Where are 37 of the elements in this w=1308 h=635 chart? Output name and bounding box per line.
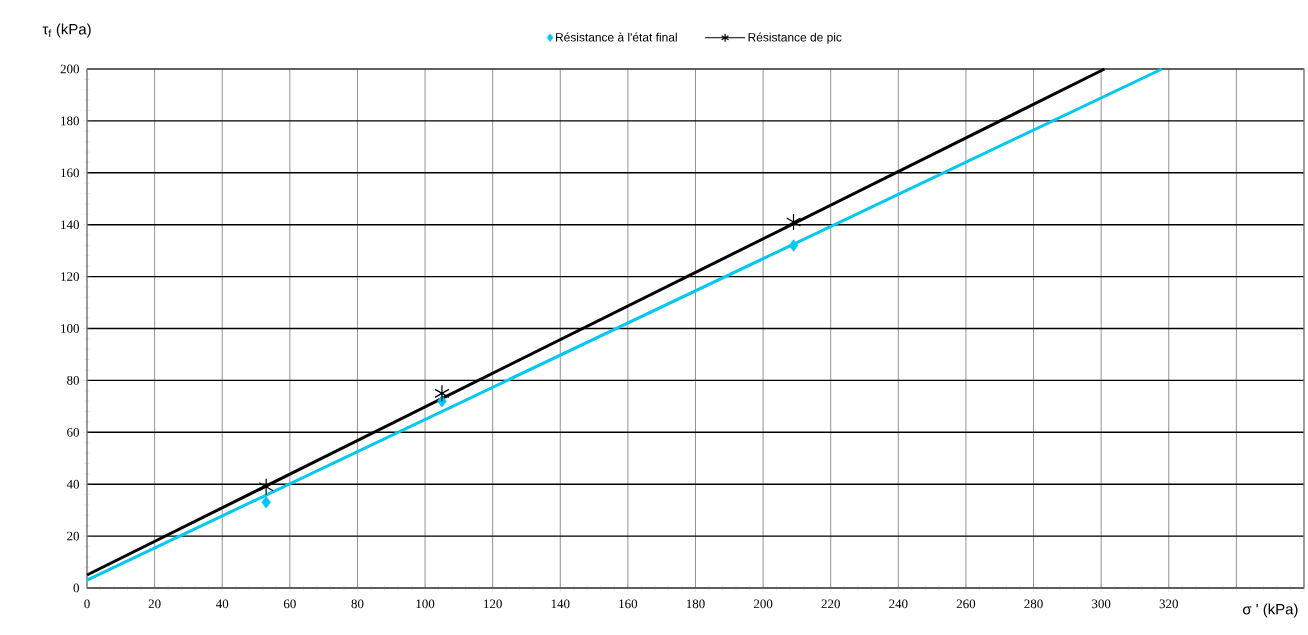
point [261, 496, 271, 509]
x-tick-label: 80 [351, 599, 364, 609]
y-tick-label: 120 [61, 272, 79, 281]
legend-label: Résistance de pic [748, 32, 842, 44]
y-tick-label: 100 [61, 324, 79, 333]
x-tick-label: 240 [889, 599, 908, 609]
y-tick-label: 140 [61, 220, 79, 230]
point [434, 384, 450, 402]
x-tick-label: 220 [821, 599, 840, 609]
x-tick-label: 300 [1092, 599, 1111, 609]
x-tick-label: 280 [1024, 599, 1043, 609]
point [788, 239, 799, 252]
y-tick-label: 20 [67, 531, 79, 541]
x-tick-label: 180 [686, 599, 705, 609]
y-tick-label: 40 [66, 479, 79, 489]
point [258, 478, 274, 496]
x-tick-label: 260 [956, 599, 976, 609]
x-tick-label: 200 [753, 599, 773, 609]
x-tick-label: 160 [619, 599, 638, 609]
y-tick-label: 200 [60, 64, 79, 74]
x-tick-label: 40 [216, 599, 229, 609]
point [786, 213, 802, 231]
x-axis-title: σ ' (kPa) [1242, 603, 1298, 618]
legend-label: Résistance à l'état final [556, 32, 677, 42]
x-tick-label: 140 [551, 599, 570, 609]
y-tick-label: 180 [61, 116, 79, 126]
y-tick-label: 160 [61, 168, 79, 178]
y-axis-title: τ$_{f}$ (kPa) [42, 23, 91, 38]
x-tick-label: 100 [416, 599, 435, 609]
y-tick-label: 80 [67, 376, 79, 385]
x-tick-label: 0 [84, 599, 90, 609]
x-tick-label: 320 [1159, 599, 1178, 609]
x-tick-label: 120 [484, 599, 502, 609]
x-tick-label: 20 [148, 599, 161, 609]
y-tick-label: 0 [73, 583, 79, 593]
y-tick-label: 60 [67, 427, 79, 437]
x-tick-label: 60 [283, 599, 296, 609]
